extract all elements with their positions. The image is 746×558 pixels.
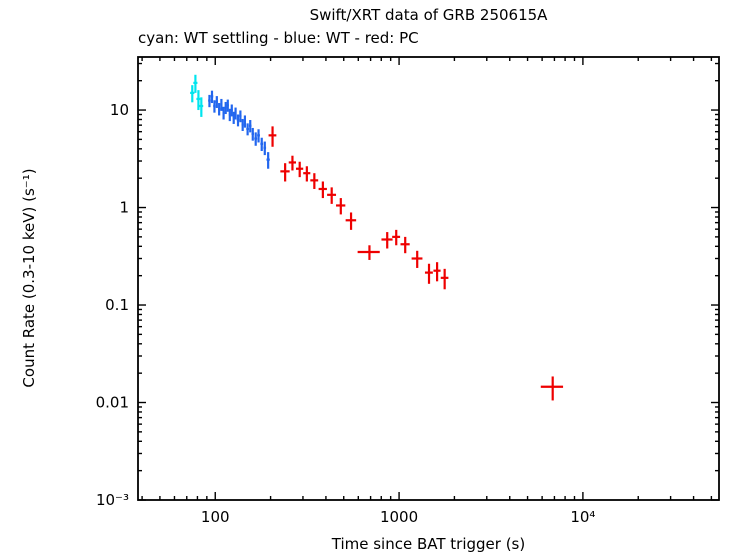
- x-tick-label: 10⁴: [570, 508, 595, 526]
- x-axis-label: Time since BAT trigger (s): [331, 535, 526, 553]
- chart-title: Swift/XRT data of GRB 250615A: [309, 6, 548, 24]
- y-tick-label: 0.1: [105, 296, 129, 314]
- y-tick-label: 10⁻³: [96, 491, 129, 509]
- plot-frame: [137, 56, 720, 501]
- x-tick-label: 100: [201, 508, 230, 526]
- chart-legend: cyan: WT settling - blue: WT - red: PC: [138, 29, 419, 47]
- x-tick-label: 1000: [380, 508, 418, 526]
- y-tick-label: 1: [119, 199, 129, 217]
- series-wt: [208, 90, 270, 169]
- y-tick-label: 0.01: [96, 394, 129, 412]
- series-wt-settling: [190, 74, 204, 117]
- series-pc: [268, 126, 564, 401]
- axes-ticks: [138, 57, 719, 501]
- y-tick-label: 10: [110, 101, 129, 119]
